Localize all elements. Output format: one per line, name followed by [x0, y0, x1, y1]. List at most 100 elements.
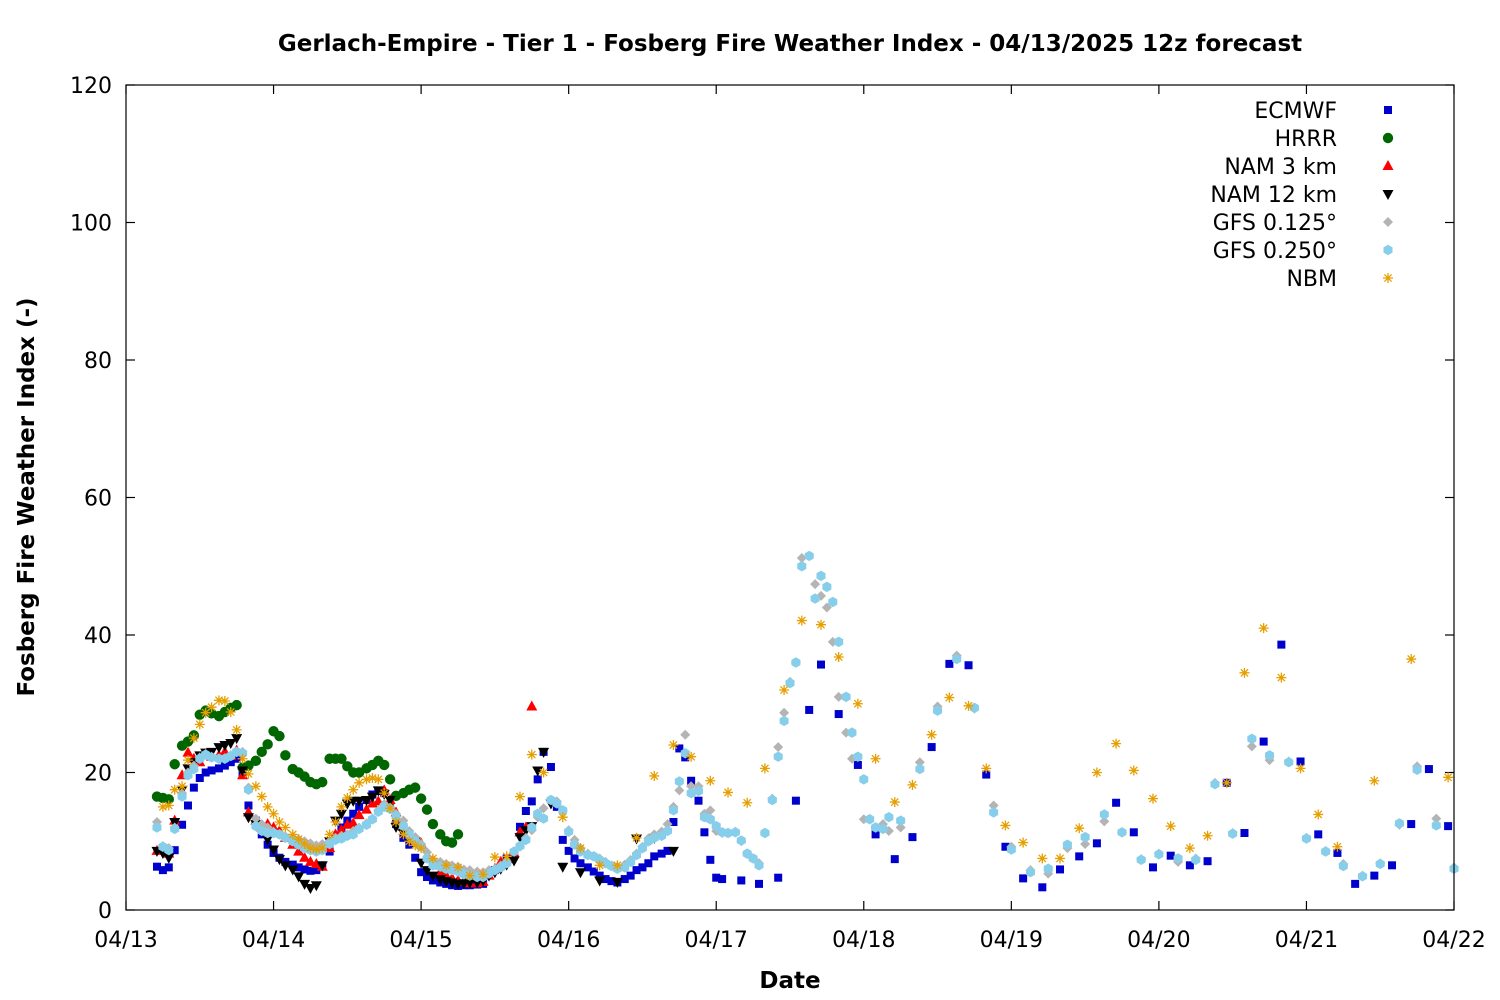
data-point: [1358, 871, 1368, 882]
data-point: [538, 767, 549, 778]
data-point: [268, 845, 280, 856]
x-tick-label: 04/13: [94, 928, 157, 953]
data-point: [471, 878, 483, 889]
y-tick-label: 40: [84, 624, 112, 649]
data-point: [884, 811, 894, 823]
data-point: [1375, 858, 1385, 870]
data-point: [686, 751, 697, 762]
data-point: [1406, 654, 1417, 665]
legend-marker: [1383, 273, 1393, 283]
data-point: [354, 823, 364, 835]
data-point: [804, 550, 814, 562]
data-point: [546, 763, 555, 771]
data-point: [552, 798, 562, 809]
data-point: [515, 840, 525, 852]
data-point: [1247, 733, 1257, 745]
data-point: [478, 869, 489, 880]
data-point: [1407, 820, 1416, 829]
data-point: [791, 657, 801, 668]
data-point: [774, 873, 783, 882]
data-point: [250, 781, 261, 792]
data-point: [225, 738, 237, 749]
data-point: [620, 875, 629, 884]
data-point: [1221, 777, 1232, 788]
data-point: [896, 815, 906, 826]
data-point: [1394, 818, 1404, 829]
data-point: [428, 860, 438, 871]
data-point: [164, 863, 173, 872]
data-point: [1075, 852, 1084, 861]
data-point: [349, 809, 358, 818]
data-point: [952, 653, 962, 665]
data-point: [200, 707, 211, 718]
data-point: [779, 707, 790, 718]
data-point: [1006, 844, 1016, 855]
data-point: [1091, 767, 1102, 778]
data-point: [304, 884, 316, 894]
data-point: [207, 752, 217, 763]
data-point: [404, 836, 415, 847]
data-point: [341, 799, 353, 810]
data-point: [152, 822, 162, 833]
data-point: [293, 872, 305, 883]
data-point: [539, 813, 549, 824]
data-point: [226, 758, 235, 767]
data-point: [667, 846, 679, 857]
data-point: [220, 761, 229, 770]
data-point: [718, 875, 727, 884]
data-point: [674, 785, 685, 796]
data-point: [1092, 839, 1101, 848]
data-point: [1246, 741, 1257, 752]
data-point: [183, 770, 193, 781]
data-point: [595, 871, 604, 880]
data-point: [355, 802, 364, 811]
x-tick-label: 04/19: [980, 928, 1043, 953]
legend-marker: [1383, 244, 1393, 256]
data-point: [810, 593, 820, 604]
data-point: [164, 844, 174, 856]
data-point: [833, 691, 844, 702]
data-point: [1295, 763, 1306, 774]
data-point: [773, 742, 784, 753]
data-point: [1203, 857, 1212, 866]
y-tick-label: 60: [84, 487, 112, 512]
data-point: [895, 822, 906, 833]
data-point: [527, 822, 537, 833]
data-point: [1332, 841, 1343, 852]
data-point: [231, 734, 243, 745]
data-point: [299, 839, 310, 849]
data-point: [353, 796, 365, 807]
data-point: [158, 866, 167, 875]
y-tick-label: 0: [98, 899, 112, 924]
data-point: [865, 814, 875, 825]
x-tick-label: 04/17: [685, 928, 748, 953]
data-point: [1240, 829, 1249, 837]
data-point: [1333, 848, 1342, 857]
data-point: [354, 777, 365, 788]
data-point: [232, 754, 241, 763]
data-point: [324, 829, 335, 840]
series-nbm: [157, 615, 1454, 881]
data-point: [1239, 667, 1250, 678]
data-point: [853, 760, 862, 769]
data-point: [280, 822, 291, 833]
data-point: [273, 855, 285, 866]
data-point: [410, 840, 421, 851]
data-point: [206, 702, 217, 713]
data-point: [201, 768, 210, 777]
data-point: [489, 852, 500, 863]
data-point: [1099, 809, 1109, 820]
data-point: [262, 801, 273, 812]
legend-label: GFS 0.250°: [1213, 239, 1337, 264]
data-point: [859, 774, 869, 785]
data-point: [694, 796, 703, 805]
data-point: [435, 829, 446, 840]
data-point: [404, 829, 414, 840]
data-point: [700, 828, 709, 837]
data-point: [1431, 813, 1442, 824]
data-point: [250, 755, 262, 767]
data-point: [575, 843, 586, 854]
data-point: [300, 865, 309, 874]
data-point: [1056, 865, 1065, 874]
data-point: [759, 763, 770, 774]
